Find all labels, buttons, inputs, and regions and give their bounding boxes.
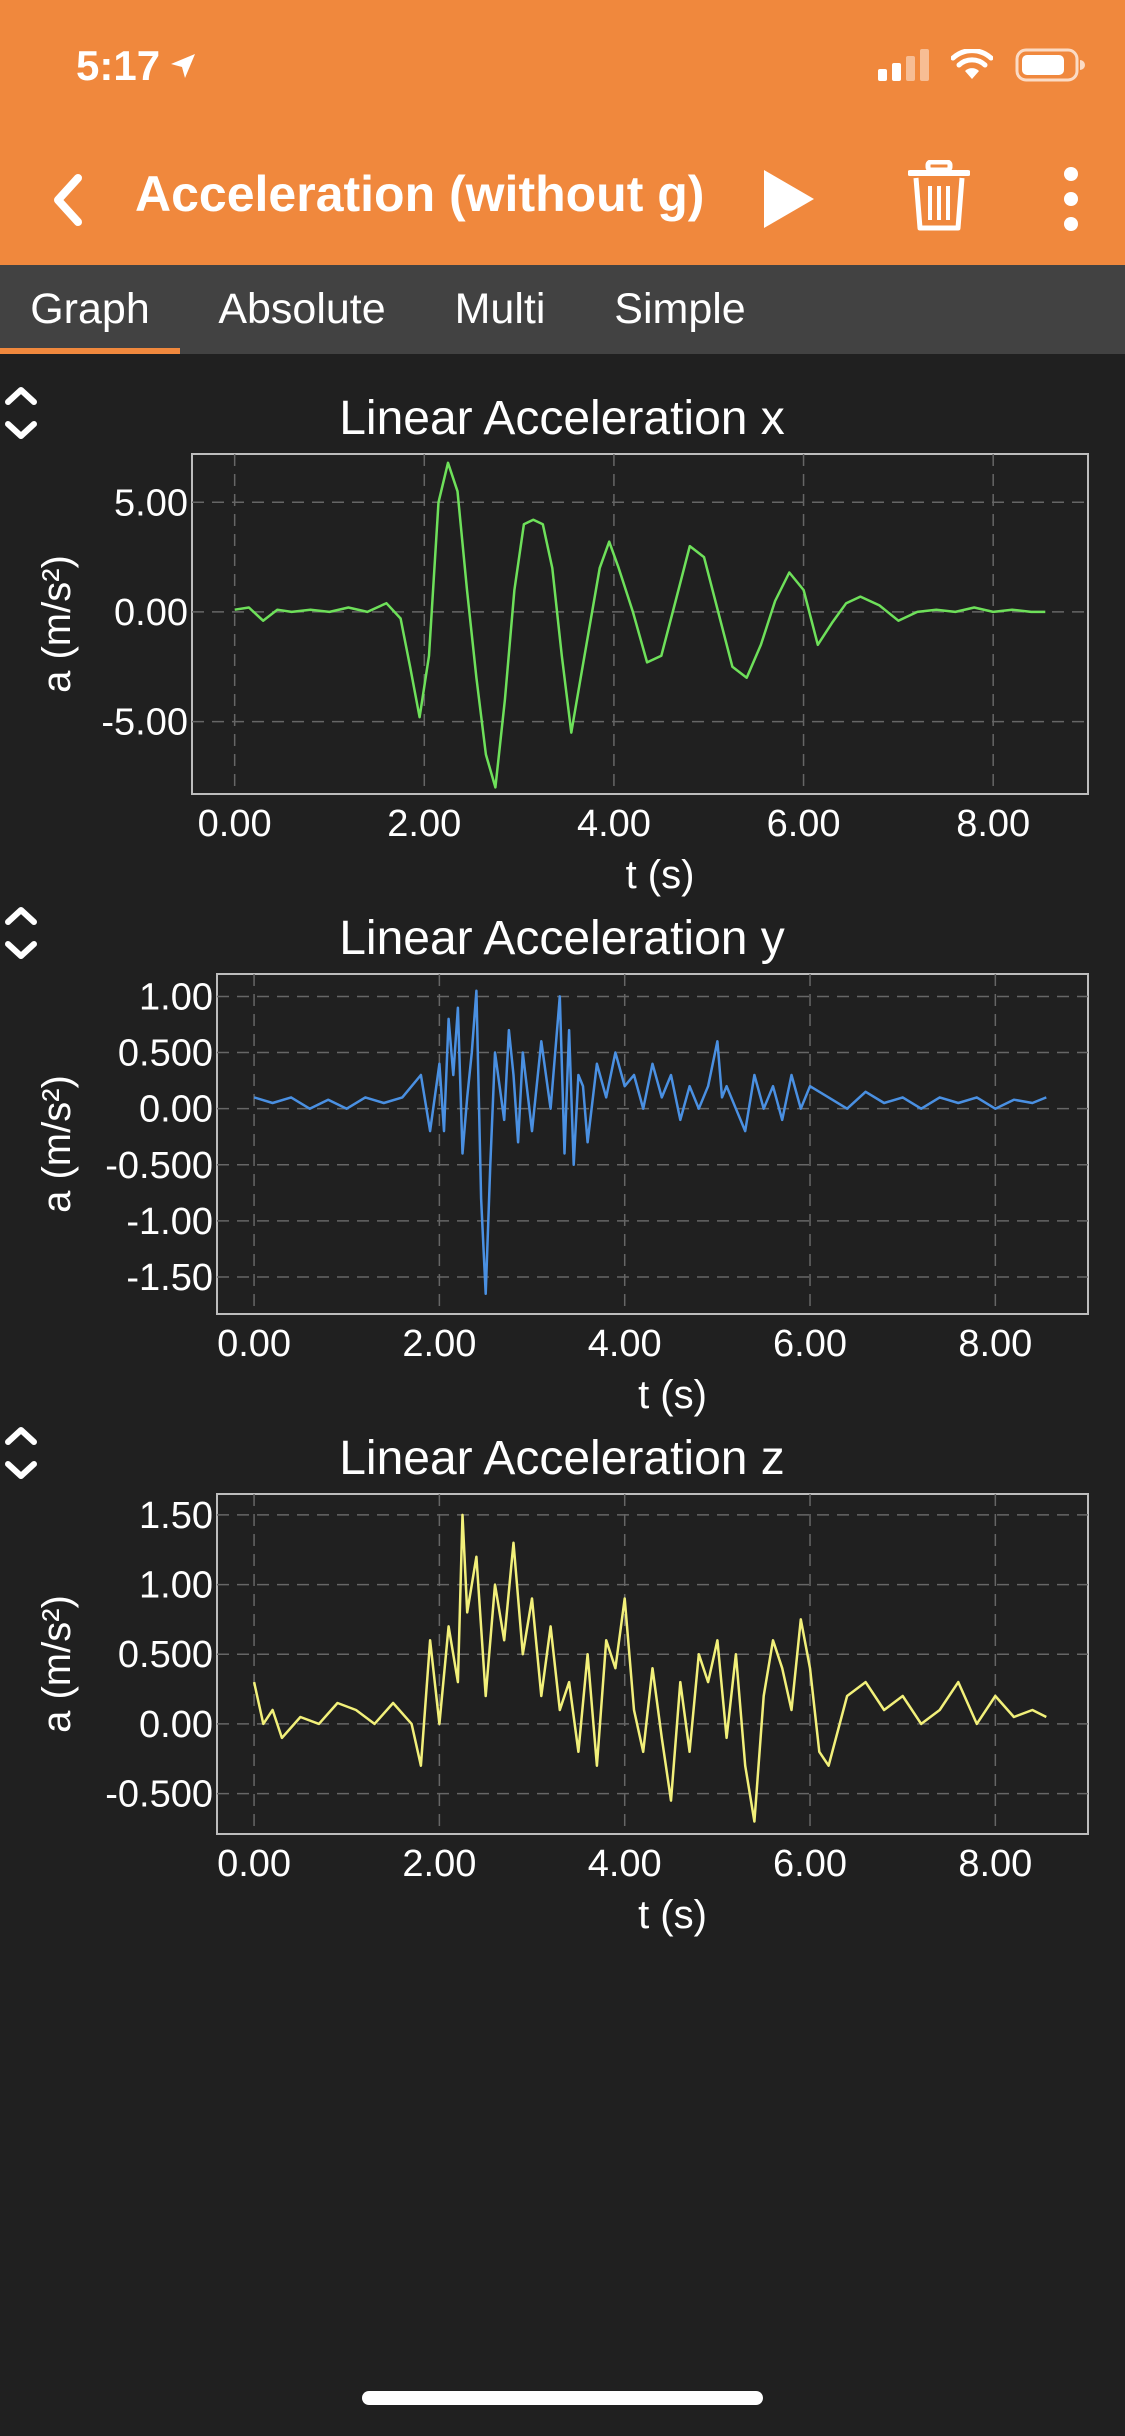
y-tick-label: -0.500 — [105, 1774, 213, 1816]
y-tick-label: -1.50 — [126, 1257, 213, 1299]
x-tick-label: 4.00 — [588, 1323, 662, 1365]
status-bar-time: 5:17 — [76, 42, 198, 90]
tab-simple-label: Simple — [614, 285, 746, 333]
toolbar-title: Acceleration (without g) — [135, 166, 705, 222]
x-axis-label: t (s) — [638, 1893, 707, 1937]
plot-frame — [216, 973, 1089, 1315]
x-tick-label: 8.00 — [956, 803, 1030, 845]
y-tick-label: -5.00 — [101, 702, 188, 744]
tab-graph-label: Graph — [30, 285, 150, 333]
status-time-text: 5:17 — [76, 42, 161, 89]
location-arrow-icon — [171, 54, 196, 78]
trash-icon[interactable] — [908, 160, 970, 232]
y-tick-label: 0.500 — [118, 1033, 213, 1075]
cellular-signal-icon — [878, 49, 929, 81]
x-tick-label: 4.00 — [588, 1843, 662, 1885]
y-tick-label: -1.00 — [126, 1201, 213, 1243]
x-tick-label: 8.00 — [958, 1843, 1032, 1885]
x-tick-label: 2.00 — [402, 1323, 476, 1365]
y-axis-label: a (m/s²) — [35, 1075, 79, 1213]
tab-simple[interactable]: Simple — [590, 265, 770, 354]
x-tick-label: 4.00 — [577, 803, 651, 845]
y-tick-label: 5.00 — [114, 482, 188, 524]
y-tick-label: 1.00 — [139, 976, 213, 1018]
app-header: 5:17 Acceleration (without g) — [0, 0, 1125, 265]
chart-y-svg: Linear Acceleration y 0.00 2.00 4.00 6.00 8.0… — [35, 912, 1089, 1417]
y-tick-label: 0.500 — [118, 1634, 213, 1676]
x-tick-label: 6.00 — [767, 803, 841, 845]
y-tick-label: 0.00 — [139, 1089, 213, 1131]
x-axis-label: t (s) — [626, 853, 695, 897]
chart-x-svg: Linear Acceleration x 0.00 2.00 4.00 6.00 8.0… — [35, 392, 1089, 897]
series-line — [234, 461, 1046, 789]
chart-title: Linear Acceleration z — [339, 1432, 785, 1485]
y-axis-label: a (m/s²) — [35, 555, 79, 693]
y-tick-label: 1.50 — [139, 1495, 213, 1537]
chart-title: Linear Acceleration x — [339, 392, 785, 445]
x-tick-label: 6.00 — [773, 1843, 847, 1885]
x-tick-label: 8.00 — [958, 1323, 1032, 1365]
x-tick-label: 0.00 — [217, 1843, 291, 1885]
status-bar-indicators — [878, 48, 1085, 82]
y-tick-label: -0.500 — [105, 1145, 213, 1187]
expand-collapse-icon[interactable] — [0, 1420, 42, 1486]
chart-linear-acceleration-z: Linear Acceleration z 0.00 2.00 4.00 6.00 8.0… — [0, 1420, 1125, 1940]
x-axis-label: t (s) — [638, 1373, 707, 1417]
y-tick-label: 0.00 — [139, 1704, 213, 1746]
chart-title: Linear Acceleration y — [339, 912, 785, 965]
play-icon[interactable] — [760, 168, 816, 230]
x-tick-label: 6.00 — [773, 1323, 847, 1365]
plot-frame — [216, 1493, 1089, 1835]
tab-graph[interactable]: Graph — [0, 265, 180, 354]
tab-multi-label: Multi — [454, 285, 546, 333]
back-chevron-icon[interactable] — [48, 172, 88, 228]
expand-collapse-icon[interactable] — [0, 900, 42, 966]
y-tick-label: 1.00 — [139, 1565, 213, 1607]
tab-absolute-label: Absolute — [218, 285, 386, 333]
chart-linear-acceleration-x: Linear Acceleration x 0.00 2.00 4.00 6.00 8.0… — [0, 380, 1125, 900]
expand-collapse-icon[interactable] — [0, 380, 42, 446]
series-line — [252, 1513, 1047, 1823]
battery-icon — [1015, 48, 1085, 82]
tab-absolute[interactable]: Absolute — [192, 265, 412, 354]
home-indicator[interactable] — [362, 2391, 763, 2405]
y-axis-label: a (m/s²) — [35, 1595, 79, 1733]
tab-multi[interactable]: Multi — [430, 265, 570, 354]
x-tick-label: 0.00 — [198, 803, 272, 845]
series-line — [253, 989, 1047, 1296]
x-tick-label: 2.00 — [402, 1843, 476, 1885]
more-vert-icon[interactable] — [1056, 166, 1086, 232]
plot-frame — [191, 453, 1089, 795]
x-tick-label: 0.00 — [217, 1323, 291, 1365]
chart-z-svg: Linear Acceleration z 0.00 2.00 4.00 6.00 8.0… — [35, 1432, 1089, 1937]
wifi-icon — [951, 49, 993, 79]
chart-linear-acceleration-y: Linear Acceleration y 0.00 2.00 4.00 6.00 8.0… — [0, 900, 1125, 1420]
y-tick-label: 0.00 — [114, 592, 188, 634]
x-tick-label: 2.00 — [387, 803, 461, 845]
tab-bar: Graph Absolute Multi Simple — [0, 265, 1125, 354]
